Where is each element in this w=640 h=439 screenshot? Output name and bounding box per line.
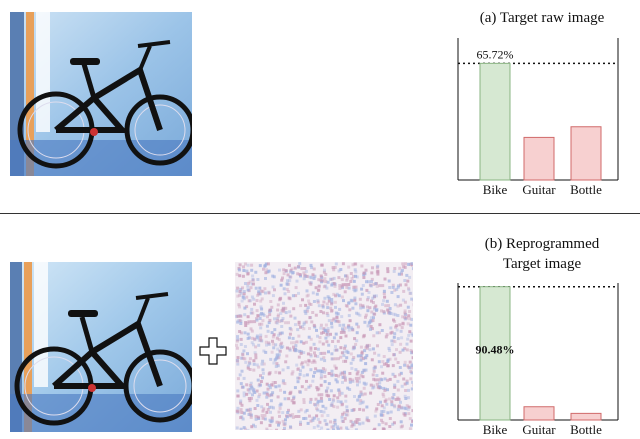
data-label: 65.72% xyxy=(477,47,514,61)
chart-b-title-line-1: (b) Reprogrammed xyxy=(484,236,600,252)
noise-pattern xyxy=(235,262,413,430)
x-tick-label: Bottle xyxy=(570,422,602,437)
bicycle-image xyxy=(10,262,192,432)
chart-b-title-line-2: Target image xyxy=(502,256,582,272)
x-tick-label: Guitar xyxy=(522,182,556,197)
chart-b: Bike 90.48% Guitar Bottle xyxy=(457,283,619,437)
bar-bike xyxy=(479,286,511,421)
x-tick-label: Bike xyxy=(483,422,508,437)
noise-image xyxy=(235,262,413,430)
x-tick-label: Guitar xyxy=(522,422,556,437)
plus-icon xyxy=(199,337,227,365)
bicycle-photo-top xyxy=(10,12,192,176)
bicycle-image xyxy=(10,12,192,176)
chart-a: Bike 65.72% Guitar Bottle xyxy=(457,38,619,197)
bar-bottle xyxy=(570,126,602,181)
x-tick-label: Bike xyxy=(483,182,508,197)
bicycle-photo-bottom xyxy=(10,262,192,432)
bar-bike xyxy=(479,62,511,181)
x-tick-label: Bottle xyxy=(570,182,602,197)
bar-guitar xyxy=(523,406,555,421)
plus-operator xyxy=(198,336,228,371)
bar-guitar xyxy=(523,136,555,181)
data-label: 90.48% xyxy=(476,342,515,356)
panel-divider xyxy=(0,213,640,214)
chart-a-title: (a) Target raw image xyxy=(479,10,605,26)
bar-bottle xyxy=(570,412,602,421)
